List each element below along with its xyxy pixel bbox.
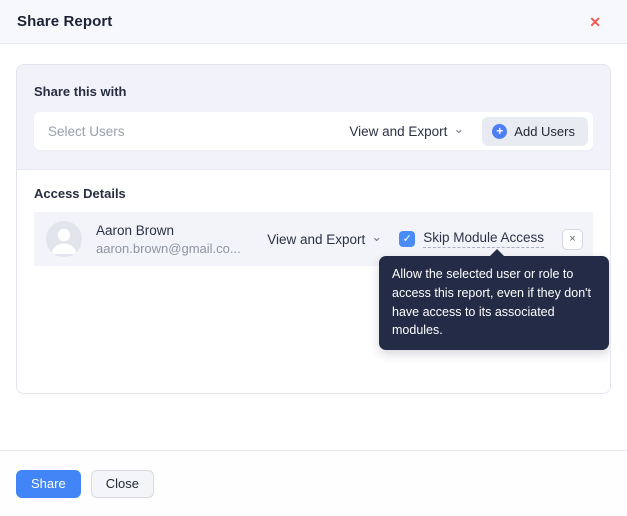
modal-header: Share Report ✕	[0, 0, 627, 44]
skip-module-checkbox[interactable]: ✓	[399, 231, 416, 247]
share-with-section: Share this with Select Users View and Ex…	[17, 65, 610, 170]
user-meta: Aaron Brown aaron.brown@gmail.co...	[96, 223, 267, 256]
share-card: Share this with Select Users View and Ex…	[16, 64, 611, 394]
access-details-section: Access Details Aaron Brown aaron.brown@g…	[17, 170, 610, 393]
skip-module-tooltip: Allow the selected user or role to acces…	[379, 249, 609, 350]
permission-dropdown-label: View and Export	[349, 123, 448, 139]
user-avatar-icon	[46, 221, 82, 257]
share-button[interactable]: Share	[16, 469, 81, 498]
modal-body: Share this with Select Users View and Ex…	[0, 44, 627, 450]
select-users-input[interactable]: Select Users	[48, 123, 125, 139]
row-controls: View and Export ⌄ ✓ Skip Module Access ×	[267, 228, 583, 250]
user-permission-label: View and Export	[267, 231, 366, 247]
add-users-button[interactable]: + Add Users	[482, 116, 588, 146]
permission-dropdown[interactable]: View and Export ⌄	[349, 121, 465, 139]
user-name: Aaron Brown	[96, 222, 175, 238]
user-permission-dropdown[interactable]: View and Export ⌄	[267, 229, 383, 247]
skip-module-label[interactable]: Skip Module Access	[423, 230, 544, 248]
skip-module-control: ✓ Skip Module Access	[399, 230, 544, 248]
user-email: aaron.brown@gmail.co...	[96, 240, 241, 256]
plus-icon: +	[492, 123, 508, 139]
modal-title: Share Report	[17, 13, 113, 30]
close-button[interactable]: Close	[90, 469, 154, 498]
tooltip-text: Allow the selected user or role to acces…	[392, 267, 592, 338]
close-icon[interactable]: ✕	[585, 11, 605, 33]
add-users-label: Add Users	[514, 123, 575, 139]
access-details-heading: Access Details	[34, 186, 126, 201]
tooltip-caret	[489, 249, 505, 257]
remove-user-icon[interactable]: ×	[562, 228, 583, 250]
select-users-row: Select Users View and Export ⌄ + Add Use…	[34, 112, 593, 150]
share-with-heading: Share this with	[34, 84, 127, 99]
modal-footer: Share Close	[0, 450, 627, 516]
